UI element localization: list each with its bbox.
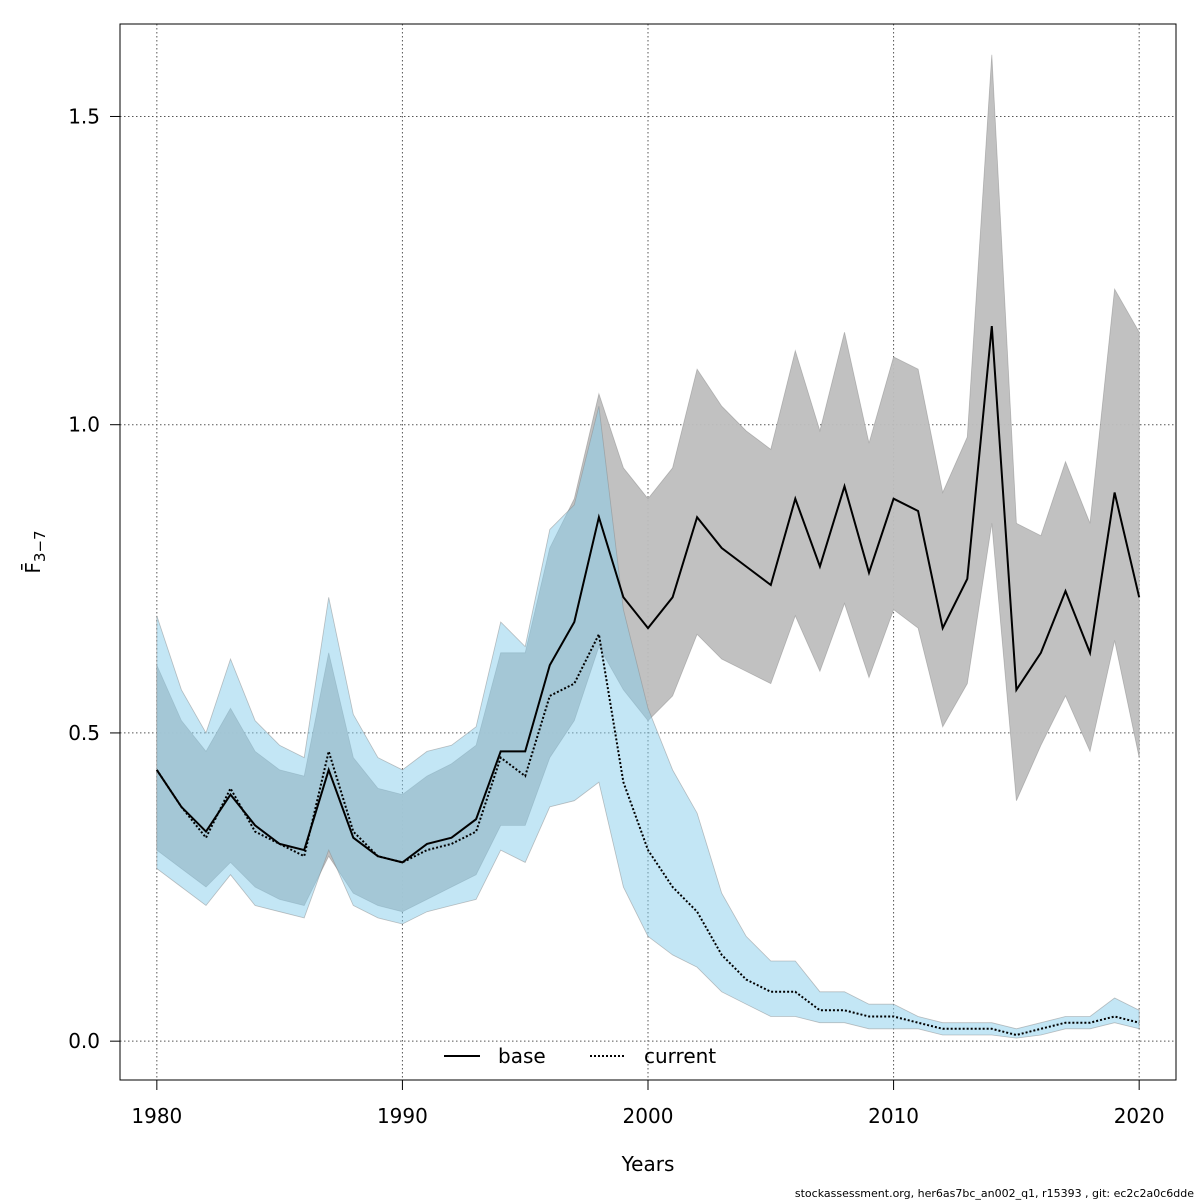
confidence-band-current — [156, 406, 1140, 1039]
y-tick-label: 1.0 — [68, 413, 100, 437]
y-axis-title: F̄3−7 — [20, 530, 48, 573]
series-lines — [155, 326, 1141, 1037]
x-tick-label: 1990 — [377, 1104, 428, 1128]
legend: base current — [444, 1044, 716, 1068]
confidence-bands — [156, 54, 1140, 1039]
y-tick-label: 0.5 — [68, 721, 100, 745]
y-tick-label: 0.0 — [68, 1029, 100, 1053]
y-axis-title-main: F̄ — [20, 562, 45, 574]
legend-label: base — [498, 1044, 546, 1068]
legend-item-current: current — [590, 1044, 716, 1068]
series-line-current — [155, 631, 1140, 1037]
y-tick-label: 1.5 — [68, 104, 100, 128]
x-axis-title: Years — [621, 1152, 675, 1176]
x-tick-label: 2000 — [623, 1104, 674, 1128]
legend-item-base: base — [444, 1044, 546, 1068]
x-tick-label: 2010 — [868, 1104, 919, 1128]
svg-text:F̄3−7: F̄3−7 — [20, 530, 48, 573]
axes: 1980 1990 2000 2010 2020 0.0 0.5 1.0 1.5 — [68, 104, 1164, 1128]
x-tick-label: 1980 — [131, 1104, 182, 1128]
y-axis-title-subscript: 3−7 — [31, 530, 49, 562]
x-tick-label: 2020 — [1114, 1104, 1165, 1128]
footer-note: stockassessment.org, her6as7bc_an002_q1,… — [795, 1187, 1194, 1200]
series-line-base — [155, 326, 1141, 864]
legend-label: current — [644, 1044, 716, 1068]
